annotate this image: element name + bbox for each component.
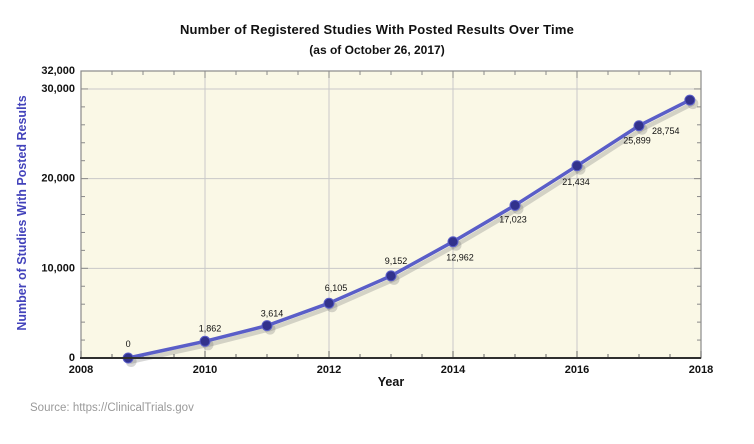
point-label: 25,899: [623, 136, 651, 146]
point-label: 12,962: [446, 253, 474, 263]
data-point: [385, 270, 397, 282]
trend-line: [126, 98, 692, 360]
x-tick-label: 2010: [193, 364, 217, 376]
shadow-path: [128, 101, 696, 364]
y-tick-label: 32,000: [41, 65, 75, 77]
data-point: [633, 120, 645, 132]
x-tick-label: 2014: [441, 364, 466, 376]
data-point: [684, 94, 696, 106]
point-label: 9,152: [385, 256, 408, 266]
y-tick-label: 30,000: [41, 83, 75, 95]
y-tick-label: 10,000: [41, 262, 75, 274]
x-tick-label: 2012: [317, 364, 341, 376]
y-tick-label: 0: [69, 352, 75, 364]
x-tick-label: 2008: [69, 364, 93, 376]
data-point: [509, 199, 521, 211]
plot-background: [81, 71, 701, 358]
data-point: [261, 320, 273, 332]
point-label: 1,862: [199, 323, 222, 333]
data-point: [571, 160, 583, 172]
point-label: 0: [126, 339, 131, 349]
data-point: [323, 297, 335, 309]
source-text: Source: https://ClinicalTrials.gov: [30, 402, 194, 414]
point-label: 28,754: [652, 126, 680, 136]
chart-title: Number of Registered Studies With Posted…: [179, 22, 575, 37]
point-label: 3,614: [261, 309, 284, 319]
y-tick-label: 20,000: [41, 173, 75, 185]
point-label: 6,105: [325, 283, 348, 293]
x-axis-title: Year: [377, 375, 405, 389]
data-point: [199, 335, 211, 347]
x-tick-label: 2016: [565, 364, 589, 376]
point-label: 17,023: [499, 214, 527, 224]
chart-subtitle: (as of October 26, 2017): [309, 43, 445, 57]
point-label: 21,434: [562, 177, 590, 187]
x-tick-label: 2018: [689, 364, 713, 376]
data-point: [447, 236, 459, 248]
